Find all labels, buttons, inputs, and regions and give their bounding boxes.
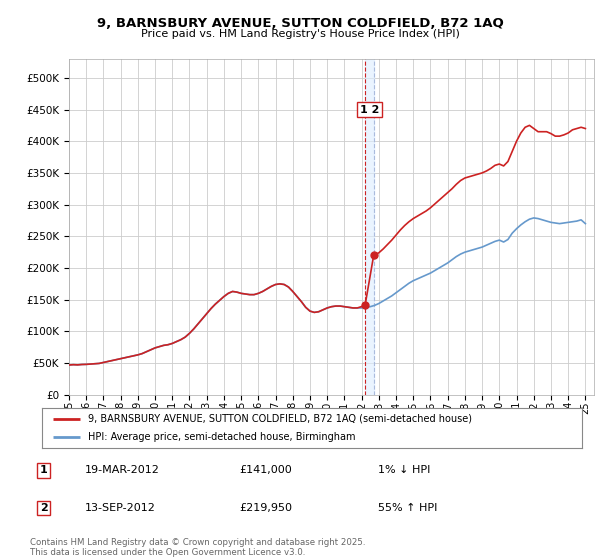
Text: 9, BARNSBURY AVENUE, SUTTON COLDFIELD, B72 1AQ: 9, BARNSBURY AVENUE, SUTTON COLDFIELD, B…	[97, 17, 503, 30]
Text: Contains HM Land Registry data © Crown copyright and database right 2025.
This d: Contains HM Land Registry data © Crown c…	[30, 538, 365, 557]
Text: 1: 1	[40, 465, 47, 475]
Text: 13-SEP-2012: 13-SEP-2012	[85, 503, 156, 513]
Text: 55% ↑ HPI: 55% ↑ HPI	[378, 503, 437, 513]
Text: Price paid vs. HM Land Registry's House Price Index (HPI): Price paid vs. HM Land Registry's House …	[140, 29, 460, 39]
Text: £219,950: £219,950	[240, 503, 293, 513]
Text: £141,000: £141,000	[240, 465, 293, 475]
Text: 19-MAR-2012: 19-MAR-2012	[85, 465, 160, 475]
Text: 1% ↓ HPI: 1% ↓ HPI	[378, 465, 430, 475]
Bar	[365, 59, 374, 395]
Text: 2: 2	[40, 503, 47, 513]
Text: 1 2: 1 2	[359, 105, 379, 114]
Text: 9, BARNSBURY AVENUE, SUTTON COLDFIELD, B72 1AQ (semi-detached house): 9, BARNSBURY AVENUE, SUTTON COLDFIELD, B…	[88, 414, 472, 423]
Text: HPI: Average price, semi-detached house, Birmingham: HPI: Average price, semi-detached house,…	[88, 432, 355, 442]
